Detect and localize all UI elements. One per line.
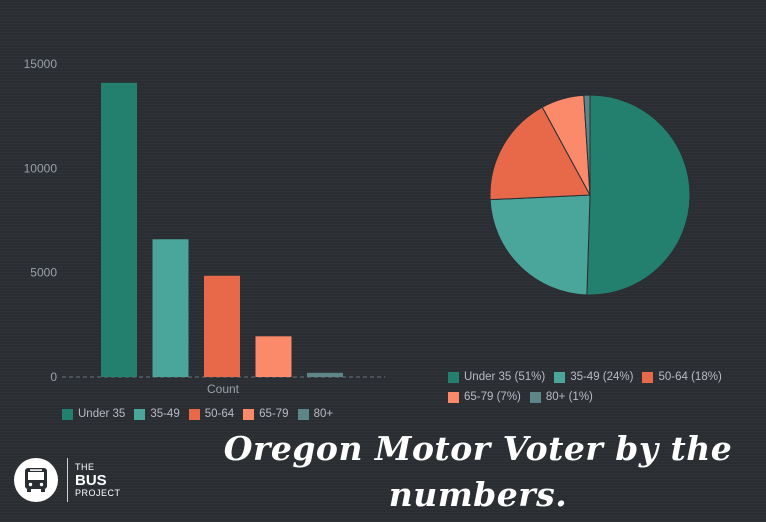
bus-icon <box>25 468 47 492</box>
legend-swatch <box>448 371 459 383</box>
legend-label: Under 35 <box>78 408 126 420</box>
logo-divider <box>67 458 68 502</box>
pie-slice-80+[interactable] <box>583 94 591 196</box>
legend-swatch <box>529 391 541 403</box>
bar-35-49[interactable] <box>152 239 189 377</box>
legend-item[interactable]: 65-79 <box>243 404 289 424</box>
bar-80+[interactable] <box>307 372 343 377</box>
bar-65-79[interactable] <box>255 336 292 377</box>
legend-label: 80+ (1%) <box>545 391 593 403</box>
legend-label: 35-49 <box>150 408 180 420</box>
y-tick-label: 0 <box>50 370 57 384</box>
y-tick-label: 5000 <box>30 266 57 280</box>
pie-slice-under-35[interactable] <box>586 94 691 296</box>
legend-label: Under 35 (51%) <box>464 371 546 383</box>
page-title: Oregon Motor Voter by the numbers. <box>223 429 733 514</box>
legend-label: 50-64 <box>204 408 235 420</box>
logo-text-project: PROJECT <box>75 487 121 498</box>
x-axis-label: Count <box>207 382 240 396</box>
legend-swatch <box>642 371 654 383</box>
pie-chart <box>489 94 691 296</box>
legend-label: 65-79 (7%) <box>464 391 521 403</box>
legend-item[interactable]: 80+ <box>297 404 334 424</box>
pie-legend: Under 35 (51%) 35-49 (24%) 50-64 (18%) 65-7… <box>448 367 748 407</box>
bar-50-64[interactable] <box>204 275 240 377</box>
legend-item[interactable]: 50-64 <box>188 404 235 424</box>
legend-label: 35-49 (24%) <box>570 371 634 383</box>
logo-text-bus: BUS <box>75 471 107 489</box>
legend-swatch <box>62 408 73 420</box>
legend-label: 80+ <box>313 408 334 420</box>
logo-badge <box>14 458 58 502</box>
legend-item[interactable]: 50-64 (18%) <box>642 367 722 387</box>
legend-swatch <box>188 408 200 420</box>
legend-item[interactable]: 35-49 (24%) <box>554 367 633 387</box>
legend-swatch <box>297 408 309 420</box>
pie-slice-35-49[interactable] <box>489 194 591 296</box>
y-tick-label: 10000 <box>24 161 58 175</box>
legend-swatch <box>554 371 566 383</box>
legend-item[interactable]: 35-49 <box>134 404 180 424</box>
pie-slice-50-64[interactable] <box>489 106 591 201</box>
logo-text: THE BUS PROJECT <box>75 461 121 498</box>
y-tick-label: 15000 <box>24 57 58 71</box>
legend-item[interactable]: 65-79 (7%) <box>448 387 521 407</box>
legend-swatch <box>448 391 459 403</box>
legend-item[interactable]: Under 35 <box>62 404 125 424</box>
legend-item[interactable]: Under 35 (51%) <box>448 367 545 387</box>
logo-text-the: THE <box>75 461 95 472</box>
legend-swatch <box>134 408 146 420</box>
bar-under-35[interactable] <box>101 82 137 377</box>
legend-label: 65-79 <box>259 408 289 420</box>
bus-project-logo: THE BUS PROJECT <box>14 458 121 502</box>
bar-chart: 0 5000 10000 15000 Count <box>24 57 385 396</box>
bar-legend: Under 35 35-49 50-64 65-79 80+ <box>62 404 382 424</box>
legend-label: 50-64 (18%) <box>658 371 722 383</box>
legend-item[interactable]: 80+ (1%) <box>529 387 593 407</box>
legend-swatch <box>243 408 255 420</box>
